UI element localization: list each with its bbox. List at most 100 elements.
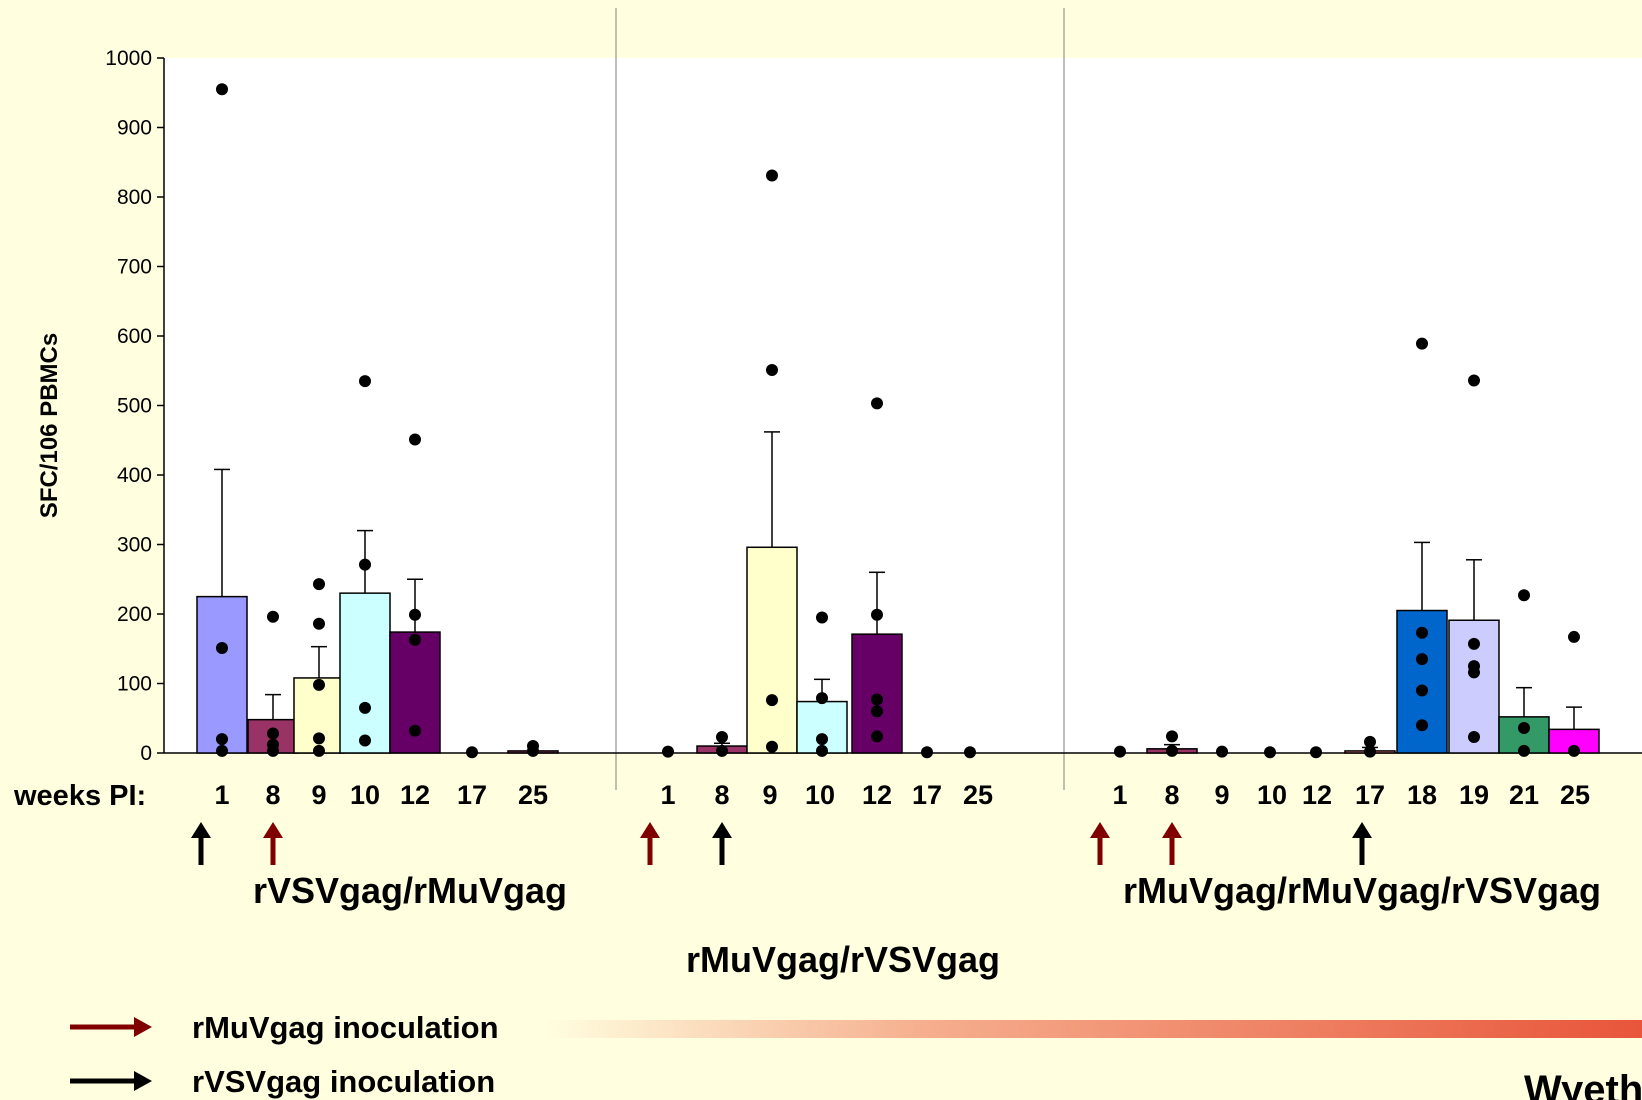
bar-week-9 [746,546,798,754]
y-tick-label: 900 [117,117,152,140]
data-point [359,375,371,388]
data-point [267,727,279,740]
week-label: 10 [805,780,835,810]
data-point [1568,630,1580,643]
data-point [313,578,325,591]
data-point [216,733,228,746]
data-point [313,617,325,630]
y-tick-label: 1000 [105,47,152,70]
data-point [1166,730,1178,743]
data-point [1468,666,1480,679]
week-label: 17 [457,780,487,810]
week-label: 9 [762,780,777,810]
week-label: 17 [1355,780,1385,810]
data-point [871,730,883,743]
inoculation-arrow-rMuVgag-head [1090,822,1110,838]
week-label: 8 [265,780,280,810]
week-label: 9 [1214,780,1229,810]
data-point [1310,746,1322,759]
data-point [409,633,421,646]
data-point [359,734,371,747]
data-point [816,611,828,624]
week-label: 1 [1112,780,1127,810]
data-point [267,744,279,757]
data-point [816,733,828,746]
data-point [1216,745,1228,758]
data-point [816,744,828,757]
x-axis-title: weeks PI: [13,780,146,812]
week-label: 25 [963,780,993,810]
y-tick-label: 200 [117,603,152,626]
y-axis-label: SFC/106 PBMCs [36,333,63,518]
data-point [766,740,778,753]
week-label: 1 [214,780,229,810]
wyeth-logo: Wyeth [1524,1068,1642,1100]
legend-label-rmuvgag: rMuVgag inoculation [192,1010,499,1045]
week-label: 12 [1302,780,1332,810]
week-label: 25 [1560,780,1590,810]
data-point [716,744,728,757]
data-point [1416,719,1428,732]
bar-week-10 [339,592,391,754]
week-label: 8 [714,780,729,810]
group-label: rVSVgag/rMuVgag [253,870,567,911]
data-point [1416,337,1428,350]
week-label: 18 [1407,780,1437,810]
inoculation-arrow-rMuVgag-head [1162,822,1182,838]
group-label: rMuVgag/rVSVgag [686,939,1000,980]
decorative-gradient-bar [540,1020,1642,1038]
legend-arrow-rvsvgag-head [134,1071,152,1091]
data-point [871,397,883,410]
data-point [1568,744,1580,757]
y-tick-label: 600 [117,325,152,348]
data-point [359,701,371,714]
data-point [466,746,478,759]
data-point [1364,745,1376,758]
data-point [409,724,421,737]
data-point [527,744,539,757]
data-point [1264,746,1276,759]
data-point [766,694,778,707]
inoculation-arrow-rVSVgag-head [712,822,732,838]
data-point [1518,721,1530,734]
data-point [766,169,778,182]
data-point [359,558,371,571]
data-point [921,746,933,759]
y-tick-label: 700 [117,256,152,279]
data-point [313,732,325,745]
week-label: 17 [912,780,942,810]
data-point [871,705,883,718]
data-point [1468,731,1480,744]
data-point [216,642,228,655]
data-point [1468,637,1480,650]
data-point [871,693,883,706]
week-label: 19 [1459,780,1489,810]
y-tick-label: 100 [117,673,152,696]
inoculation-arrow-rVSVgag-head [191,822,211,838]
week-label: 12 [400,780,430,810]
data-point [964,746,976,759]
week-label: 1 [660,780,675,810]
week-label: 10 [1257,780,1287,810]
data-point [1416,684,1428,697]
week-label: 10 [350,780,380,810]
data-point [1166,744,1178,757]
data-point [871,608,883,621]
y-tick-label: 0 [140,742,152,765]
inoculation-arrow-rVSVgag-head [1352,822,1372,838]
data-point [766,364,778,377]
data-point [1416,626,1428,639]
data-point [313,744,325,757]
data-point [267,610,279,623]
data-point [1114,745,1126,758]
data-point [409,433,421,446]
data-point [409,608,421,621]
inoculation-arrow-rMuVgag-head [640,822,660,838]
data-point [1518,744,1530,757]
data-point [216,83,228,96]
data-point [1518,589,1530,602]
y-tick-label: 800 [117,186,152,209]
data-point [1468,374,1480,387]
data-point [716,731,728,744]
